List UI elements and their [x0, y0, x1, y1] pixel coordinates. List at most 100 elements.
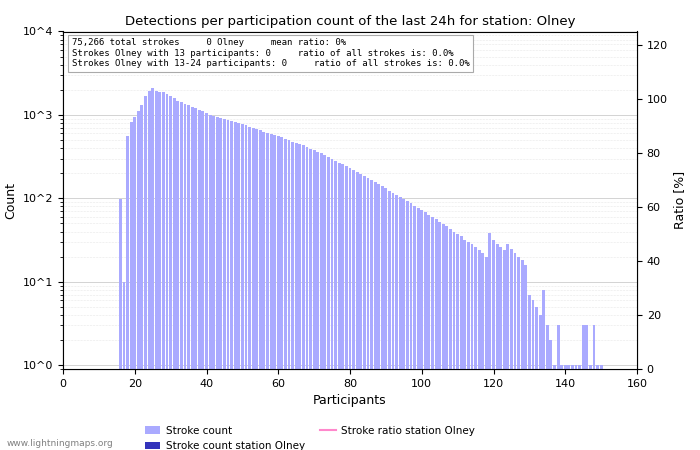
Bar	[295, 143, 298, 450]
Bar	[256, 129, 258, 450]
Bar	[524, 265, 527, 450]
Bar	[202, 112, 204, 450]
Bar	[276, 136, 280, 450]
Bar	[521, 261, 524, 450]
Bar	[456, 234, 459, 450]
Bar	[155, 91, 158, 450]
Bar	[578, 365, 581, 450]
Bar	[259, 130, 262, 450]
Bar	[560, 365, 563, 450]
Bar	[359, 174, 362, 450]
Bar	[158, 92, 161, 450]
Bar	[424, 212, 427, 450]
Bar	[413, 206, 416, 450]
Bar	[402, 199, 405, 450]
Bar	[503, 250, 505, 450]
Bar	[384, 188, 387, 450]
Bar	[410, 203, 412, 450]
Bar	[237, 123, 240, 450]
Bar	[190, 107, 194, 450]
Bar	[514, 253, 517, 450]
Bar	[330, 159, 333, 450]
Bar	[485, 256, 488, 450]
Y-axis label: Count: Count	[4, 182, 18, 219]
Bar	[209, 115, 211, 450]
Bar	[323, 155, 326, 450]
Bar	[489, 234, 491, 450]
Bar	[198, 110, 201, 450]
Bar	[288, 140, 290, 450]
Bar	[395, 195, 398, 450]
Bar	[212, 116, 215, 450]
Bar	[180, 102, 183, 450]
Bar	[589, 365, 591, 450]
Bar	[230, 121, 233, 450]
Bar	[553, 365, 556, 450]
Bar	[438, 222, 441, 450]
Bar	[428, 215, 430, 450]
Bar	[244, 126, 247, 450]
Bar	[187, 105, 190, 450]
Bar	[151, 88, 154, 450]
Bar	[126, 136, 129, 450]
Bar	[309, 148, 312, 450]
Bar	[284, 139, 287, 450]
Bar	[388, 190, 391, 450]
Bar	[119, 199, 122, 450]
Bar	[241, 124, 244, 450]
Bar	[176, 101, 179, 450]
Bar	[183, 104, 186, 450]
Bar	[453, 232, 456, 450]
Bar	[367, 178, 370, 450]
Bar	[345, 166, 348, 450]
Bar	[474, 247, 477, 450]
Bar	[542, 290, 545, 450]
Bar	[381, 186, 384, 450]
Bar	[270, 134, 272, 450]
Bar	[305, 147, 309, 450]
Bar	[499, 247, 502, 450]
Y-axis label: Ratio [%]: Ratio [%]	[673, 171, 687, 230]
Bar	[556, 325, 559, 450]
Bar	[517, 256, 520, 450]
Bar	[137, 112, 140, 450]
Bar	[320, 153, 323, 450]
Bar	[298, 144, 301, 450]
Bar	[467, 242, 470, 450]
Bar	[334, 161, 337, 450]
Bar	[338, 162, 341, 450]
Title: Detections per participation count of the last 24h for station: Olney: Detections per participation count of th…	[125, 14, 575, 27]
Bar	[169, 96, 172, 450]
Bar	[144, 96, 147, 450]
Bar	[470, 244, 473, 450]
Bar	[585, 325, 588, 450]
Text: www.lightningmaps.org: www.lightningmaps.org	[7, 439, 113, 448]
Bar	[575, 365, 577, 450]
Bar	[281, 137, 284, 450]
Bar	[266, 133, 269, 450]
Bar	[248, 127, 251, 450]
Bar	[460, 236, 463, 450]
Bar	[370, 180, 373, 450]
Bar	[122, 282, 125, 450]
Bar	[496, 244, 498, 450]
Bar	[316, 152, 319, 450]
Bar	[141, 105, 144, 450]
Bar	[173, 99, 176, 450]
Bar	[352, 171, 355, 450]
Bar	[356, 172, 358, 450]
Bar	[205, 113, 208, 450]
Bar	[435, 219, 438, 450]
Bar	[291, 141, 294, 450]
Bar	[313, 150, 316, 450]
Bar	[445, 226, 448, 450]
Bar	[528, 295, 531, 450]
Bar	[327, 157, 330, 450]
Bar	[564, 365, 567, 450]
Bar	[416, 208, 419, 450]
Text: 75,266 total strokes     0 Olney     mean ratio: 0%
Strokes Olney with 13 partic: 75,266 total strokes 0 Olney mean ratio:…	[71, 38, 470, 68]
Bar	[377, 184, 380, 450]
Bar	[571, 365, 574, 450]
Bar	[216, 117, 218, 450]
Bar	[592, 325, 596, 450]
